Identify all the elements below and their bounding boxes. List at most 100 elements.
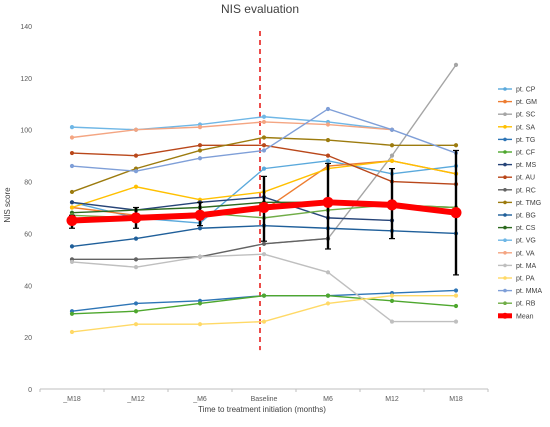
legend-swatch-marker bbox=[503, 125, 507, 129]
legend-item: pt. AU bbox=[498, 175, 535, 182]
series-pt-sc bbox=[261, 62, 459, 246]
data-point bbox=[325, 106, 331, 112]
data-point bbox=[197, 148, 203, 153]
y-tick-label: 80 bbox=[24, 180, 32, 187]
legend-label: pt. GM bbox=[516, 99, 537, 106]
data-point bbox=[261, 166, 267, 171]
series-pt-vg bbox=[69, 114, 395, 132]
series-line bbox=[71, 116, 393, 131]
series-pt-cf bbox=[69, 293, 459, 316]
x-tick-label: Baseline bbox=[251, 396, 278, 403]
legend-label: Mean bbox=[516, 313, 534, 320]
legend-item: pt. VG bbox=[498, 238, 536, 245]
y-axis-label: NIS score bbox=[3, 187, 12, 223]
legend-label: pt. AU bbox=[516, 175, 535, 182]
legend-swatch-marker bbox=[503, 137, 507, 142]
legend-label: pt. TG bbox=[516, 137, 535, 144]
data-point bbox=[197, 322, 203, 327]
data-point bbox=[453, 143, 459, 148]
legend-swatch-marker bbox=[502, 312, 508, 319]
legend-item: pt. MS bbox=[498, 162, 537, 169]
data-point bbox=[453, 319, 459, 324]
legend-swatch-marker bbox=[503, 200, 507, 205]
series-pt-pa bbox=[69, 293, 459, 335]
legend-item: pt. GM bbox=[498, 99, 537, 106]
data-point bbox=[69, 125, 75, 130]
legend-item: pt. PA bbox=[498, 276, 535, 283]
data-point bbox=[325, 301, 331, 306]
series-pt-ma bbox=[69, 252, 459, 324]
data-point bbox=[197, 254, 203, 259]
legend-item: pt. CS bbox=[498, 225, 536, 232]
legend-label: pt. SC bbox=[516, 112, 535, 119]
data-point bbox=[325, 270, 331, 275]
data-point bbox=[453, 293, 459, 298]
legend-swatch-marker bbox=[503, 87, 507, 91]
x-tick-label: _M12 bbox=[126, 396, 145, 403]
data-point bbox=[133, 322, 139, 327]
x-tick-label: _M18 bbox=[62, 396, 81, 403]
data-point bbox=[69, 163, 75, 169]
y-tick-label: 20 bbox=[24, 335, 32, 342]
data-point bbox=[389, 127, 395, 132]
data-point bbox=[133, 257, 139, 262]
y-tick-label: 100 bbox=[20, 128, 32, 135]
legend-label: pt. PA bbox=[516, 276, 535, 283]
legend-swatch-marker bbox=[503, 112, 507, 116]
x-tick-label: _M6 bbox=[192, 396, 207, 403]
data-point bbox=[261, 119, 267, 125]
data-point bbox=[69, 189, 75, 195]
legend-swatch-marker bbox=[503, 288, 507, 293]
legend-swatch-marker bbox=[503, 150, 507, 154]
legend-swatch-marker bbox=[503, 276, 507, 280]
legend-item: pt. SA bbox=[498, 124, 535, 131]
legend-label: pt. CF bbox=[516, 150, 535, 157]
data-point bbox=[133, 265, 139, 270]
plot-area: 0 20 40 60 80 100 120 140 _M18 _M12 _M6 Baseline M6 M… bbox=[20, 24, 489, 403]
data-point bbox=[389, 158, 395, 163]
data-point bbox=[69, 311, 75, 316]
data-point bbox=[133, 236, 139, 241]
legend-item: pt. TMG bbox=[498, 200, 541, 207]
data-point bbox=[133, 169, 139, 174]
data-point bbox=[197, 143, 203, 148]
data-point bbox=[133, 301, 139, 306]
x-tick-label: M6 bbox=[323, 396, 333, 403]
data-point bbox=[69, 244, 75, 249]
legend-swatch-marker bbox=[503, 225, 507, 230]
legend-label: pt. BG bbox=[516, 213, 536, 220]
legend-swatch-marker bbox=[503, 99, 507, 104]
series-line bbox=[71, 121, 393, 139]
data-point bbox=[325, 293, 331, 298]
chart-title: NIS evaluation bbox=[221, 2, 299, 16]
mean-point bbox=[258, 202, 270, 213]
data-point bbox=[69, 135, 75, 140]
data-point bbox=[325, 137, 331, 143]
data-point bbox=[261, 319, 267, 324]
data-point bbox=[325, 158, 331, 163]
series-line bbox=[71, 196, 393, 222]
y-tick-label: 140 bbox=[20, 24, 32, 31]
series-pt-va bbox=[69, 119, 395, 140]
legend-label: pt. CP bbox=[516, 87, 536, 94]
legend-label: pt. MA bbox=[516, 263, 537, 270]
data-point bbox=[389, 143, 395, 148]
data-point bbox=[261, 135, 267, 140]
legend-item: pt. TG bbox=[498, 137, 535, 144]
legend-swatch-marker bbox=[503, 188, 507, 192]
legend: pt. CP pt. GM pt. SC pt. SA pt. TG pt. CF pt. … bbox=[498, 87, 542, 320]
data-point bbox=[261, 143, 267, 148]
data-point bbox=[453, 62, 459, 67]
data-point bbox=[69, 150, 75, 156]
legend-item: pt. RC bbox=[498, 187, 536, 194]
data-point bbox=[261, 114, 267, 119]
y-tick-label: 60 bbox=[24, 231, 32, 238]
data-point bbox=[133, 184, 139, 189]
data-point bbox=[69, 259, 75, 265]
legend-item: pt. BG bbox=[498, 213, 536, 220]
legend-swatch-marker bbox=[503, 263, 507, 268]
data-point bbox=[133, 153, 139, 158]
legend-label: pt. VA bbox=[516, 250, 535, 257]
legend-swatch-marker bbox=[503, 175, 507, 179]
